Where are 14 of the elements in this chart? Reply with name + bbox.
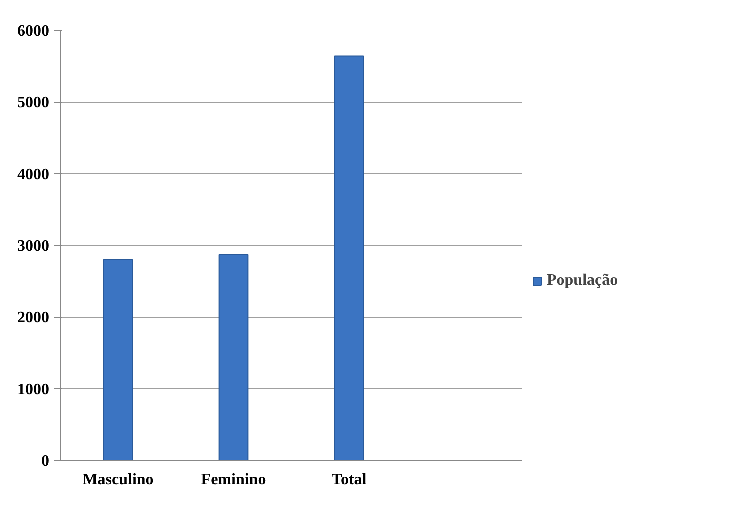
legend-label: População [547, 272, 618, 290]
y-tick-label: 5000 [18, 94, 50, 112]
y-tick-label: 4000 [18, 166, 50, 184]
y-tick-label: 3000 [18, 238, 50, 255]
bar [218, 254, 249, 460]
y-tick-label: 0 [42, 453, 50, 470]
x-tick-label: Total [332, 472, 368, 488]
y-tick-label: 2000 [18, 310, 50, 327]
x-tick-label: Masculino [82, 472, 154, 488]
y-tick-label: 1000 [18, 381, 50, 398]
y-tick-label: 6000 [18, 23, 50, 40]
x-tick-label: Feminino [201, 472, 266, 488]
bar [103, 259, 134, 460]
bar [334, 56, 364, 460]
